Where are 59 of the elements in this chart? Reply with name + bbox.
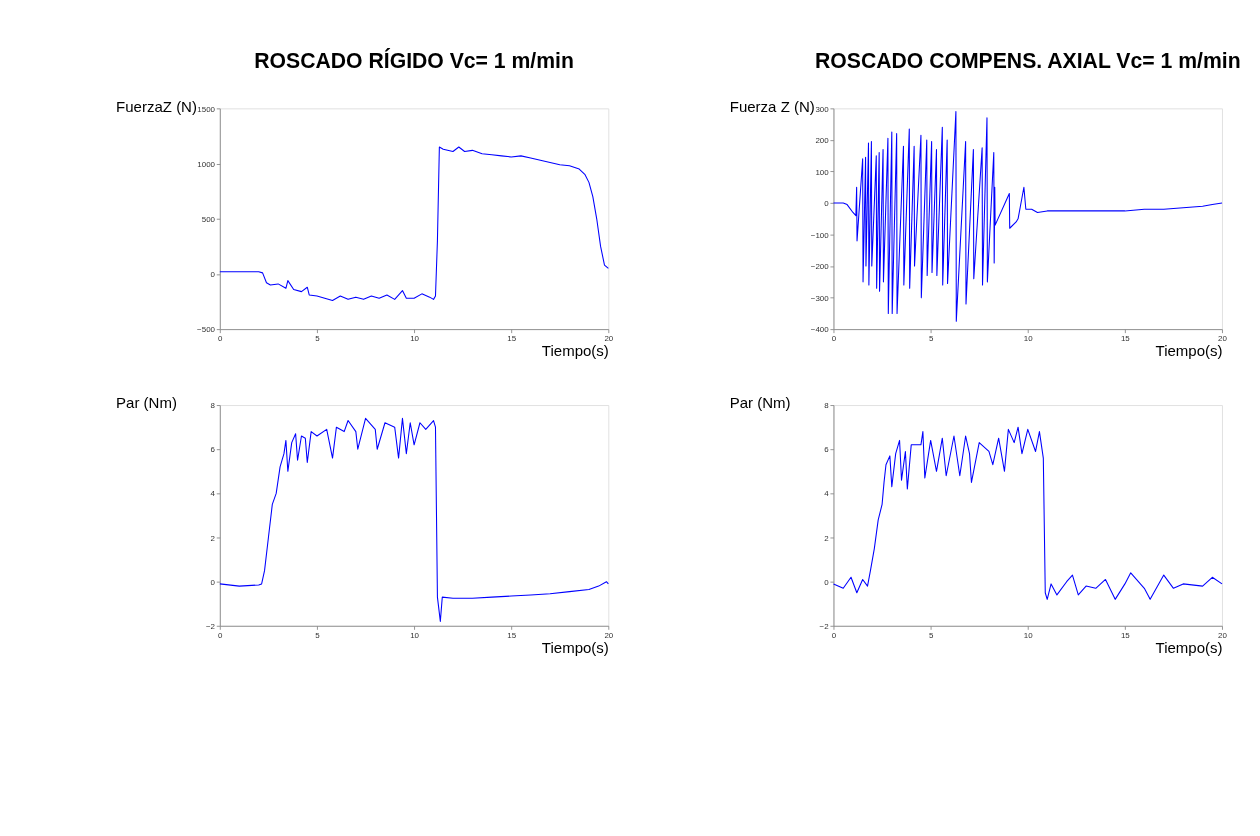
chart-title: ROSCADO COMPENS. AXIAL Vc= 1 m/min — [814, 48, 1241, 72]
x-tick-label: 15 — [507, 334, 517, 344]
x-tick-label: 5 — [928, 630, 934, 640]
x-tick-label: 15 — [1120, 334, 1131, 344]
x-tick-label: 10 — [410, 630, 420, 640]
x-tick-label: 10 — [410, 334, 420, 344]
y-tick-label: 8 — [824, 401, 830, 411]
x-tick-label: 20 — [1218, 334, 1228, 344]
x-tick-label: 10 — [1023, 334, 1034, 344]
y-tick-label: 100 — [815, 167, 830, 177]
x-tick-label: 10 — [1023, 630, 1034, 640]
y-tick-label: 1000 — [197, 159, 216, 169]
y-tick-label: 0 — [824, 199, 830, 209]
y-tick-label: −200 — [810, 262, 830, 272]
x-tick-label: 0 — [218, 630, 224, 640]
x-tick-label: 20 — [604, 334, 614, 344]
y-tick-label: 1500 — [197, 104, 216, 114]
y-tick-label: −2 — [205, 621, 216, 631]
line-series — [832, 426, 1223, 600]
x-tick-label: 0 — [831, 630, 837, 640]
y-tick-label: 6 — [210, 445, 216, 455]
line-series — [219, 146, 609, 301]
x-axis-title: Tiempo(s) — [541, 342, 609, 360]
y-tick-label: 500 — [201, 214, 216, 224]
y-axis-title: Par (Nm) — [729, 394, 791, 412]
x-axis-title: Tiempo(s) — [541, 638, 609, 656]
x-tick-label: 5 — [928, 334, 934, 344]
x-tick-label: 15 — [507, 630, 517, 640]
x-tick-label: 15 — [1120, 630, 1131, 640]
y-tick-label: 4 — [824, 489, 830, 499]
x-tick-label: 5 — [315, 334, 321, 344]
y-tick-label: −100 — [810, 230, 830, 240]
y-axis-title: Fuerza Z (N) — [729, 97, 815, 115]
x-tick-label: 0 — [831, 334, 837, 344]
x-tick-label: 5 — [315, 630, 321, 640]
x-tick-label: 20 — [604, 630, 614, 640]
y-tick-label: −2 — [819, 621, 830, 631]
y-tick-label: 6 — [824, 445, 830, 455]
y-tick-label: 0 — [824, 577, 830, 587]
y-tick-label: −400 — [810, 325, 830, 335]
x-tick-label: 20 — [1218, 630, 1228, 640]
y-tick-label: 8 — [210, 401, 216, 411]
x-tick-label: 0 — [218, 334, 224, 344]
line-series — [219, 417, 609, 622]
y-tick-label: 2 — [210, 533, 216, 543]
x-axis-title: Tiempo(s) — [1155, 638, 1223, 656]
y-axis-title: Par (Nm) — [116, 394, 177, 412]
y-tick-label: 0 — [210, 270, 216, 280]
y-tick-label: 4 — [210, 489, 216, 499]
y-tick-label: −500 — [197, 325, 216, 335]
y-axis-title: FuerzaZ (N) — [116, 97, 197, 115]
line-series — [832, 111, 1223, 322]
y-tick-label: 200 — [815, 136, 830, 146]
y-tick-label: 300 — [815, 104, 830, 114]
y-tick-label: −300 — [810, 293, 830, 303]
x-axis-title: Tiempo(s) — [1155, 342, 1223, 360]
y-tick-label: 0 — [210, 577, 216, 587]
chart-title: ROSCADO RÍGIDO Vc= 1 m/min — [254, 47, 574, 72]
y-tick-label: 2 — [824, 533, 830, 543]
